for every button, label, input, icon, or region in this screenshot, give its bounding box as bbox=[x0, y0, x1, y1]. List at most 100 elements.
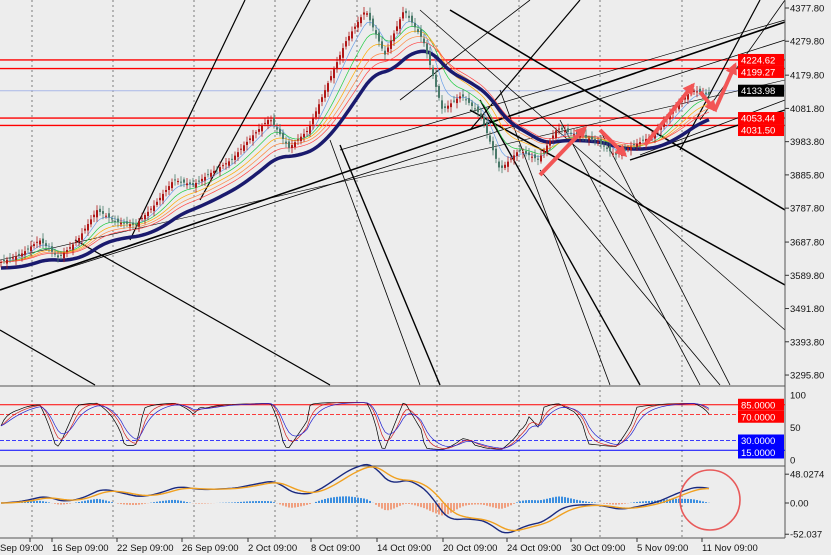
macd-histogram-bar bbox=[522, 500, 524, 503]
macd-histogram-bar bbox=[576, 499, 578, 503]
macd-histogram-bar bbox=[141, 503, 143, 505]
macd-histogram-bar bbox=[558, 496, 560, 503]
candle-body bbox=[72, 244, 74, 250]
candle-body bbox=[423, 38, 425, 44]
candle-body bbox=[126, 221, 128, 224]
macd-histogram-bar bbox=[456, 503, 458, 510]
macd-histogram-bar bbox=[603, 503, 605, 504]
candle-body bbox=[609, 146, 611, 152]
candle-body bbox=[396, 26, 398, 31]
macd-histogram-bar bbox=[120, 503, 122, 505]
candle-body bbox=[30, 246, 32, 252]
candle-body bbox=[696, 91, 698, 93]
macd-histogram-bar bbox=[636, 501, 638, 503]
time-tick: 20 Oct 09:00 bbox=[443, 543, 497, 554]
price-tick: 3295.80 bbox=[790, 371, 824, 382]
candle-body bbox=[15, 256, 17, 260]
candle-body bbox=[654, 133, 656, 139]
macd-histogram-bar bbox=[555, 496, 557, 503]
candle-body bbox=[375, 30, 377, 35]
candle-body bbox=[465, 99, 467, 101]
candle-body bbox=[612, 153, 614, 155]
time-tick: 22 Sep 09:00 bbox=[117, 543, 174, 554]
osc-level-tag bbox=[738, 446, 784, 459]
candle-body bbox=[138, 221, 140, 227]
macd-histogram-bar bbox=[261, 501, 263, 503]
macd-histogram-bar bbox=[399, 503, 401, 506]
candle-body bbox=[201, 178, 203, 182]
candle-body bbox=[345, 41, 347, 47]
candle-body bbox=[366, 13, 368, 15]
macd-histogram-bar bbox=[549, 498, 551, 503]
macd-histogram-bar bbox=[585, 501, 587, 503]
price-level-tag bbox=[738, 53, 784, 66]
macd-histogram-bar bbox=[255, 501, 257, 503]
macd-histogram-bar bbox=[504, 503, 506, 508]
time-tick: 26 Sep 09:00 bbox=[182, 543, 239, 554]
candle-body bbox=[591, 136, 593, 140]
macd-histogram-bar bbox=[537, 500, 539, 503]
candle-body bbox=[9, 258, 11, 260]
macd-histogram-bar bbox=[102, 499, 104, 503]
candle-body bbox=[66, 250, 68, 252]
candle-body bbox=[300, 136, 302, 142]
candle-body bbox=[291, 145, 293, 149]
macd-histogram-bar bbox=[561, 496, 563, 503]
macd-histogram-bar bbox=[480, 503, 482, 505]
candle-body bbox=[555, 130, 557, 139]
macd-histogram-bar bbox=[486, 503, 488, 506]
candle-body bbox=[372, 18, 374, 28]
macd-histogram-bar bbox=[468, 503, 470, 505]
macd-histogram-bar bbox=[93, 499, 95, 503]
candle-body bbox=[342, 48, 344, 58]
candle-body bbox=[81, 233, 83, 240]
oscillator-panel bbox=[0, 402, 785, 451]
candle-body bbox=[564, 130, 566, 133]
macd-histogram-bar bbox=[66, 503, 68, 505]
candle-body bbox=[111, 218, 113, 220]
candle-body bbox=[285, 141, 287, 144]
macd-histogram-bar bbox=[270, 501, 272, 503]
macd-histogram-bar bbox=[234, 502, 236, 503]
macd-histogram-bar bbox=[489, 503, 491, 507]
price-level-tag bbox=[738, 124, 784, 137]
macd-histogram-bar bbox=[615, 503, 617, 505]
macd-histogram-bar bbox=[573, 499, 575, 503]
candle-body bbox=[24, 251, 26, 255]
candle-body bbox=[57, 255, 59, 258]
macd-histogram-bar bbox=[243, 501, 245, 503]
price-level-value: 4133.98 bbox=[741, 86, 775, 97]
candle-body bbox=[63, 252, 65, 259]
macd-histogram-bar bbox=[237, 502, 239, 503]
macd-histogram-bar bbox=[90, 499, 92, 503]
macd-histogram-bar bbox=[123, 503, 125, 505]
macd-histogram-bar bbox=[606, 503, 608, 504]
candle-body bbox=[189, 182, 191, 185]
candle-body bbox=[411, 15, 413, 23]
candle-body bbox=[249, 138, 251, 141]
price-tick: 4279.80 bbox=[790, 37, 824, 48]
osc-tick: 100 bbox=[790, 391, 806, 402]
macd-histogram-bar bbox=[366, 499, 368, 503]
candle-body bbox=[417, 29, 419, 33]
macd-histogram-bar bbox=[417, 503, 419, 507]
macd-histogram-bar bbox=[690, 499, 692, 503]
price-tick: 3687.80 bbox=[790, 238, 824, 249]
candle-body bbox=[483, 116, 485, 125]
candle-body bbox=[264, 122, 266, 124]
osc-level-value: 15.0000 bbox=[741, 448, 775, 459]
candle-body bbox=[117, 218, 119, 223]
candle-body bbox=[444, 106, 446, 108]
candle-body bbox=[288, 141, 290, 148]
candle-body bbox=[0, 262, 2, 264]
candle-body bbox=[90, 219, 92, 225]
macd-histogram-bar bbox=[24, 501, 26, 503]
macd-histogram-bar bbox=[99, 499, 101, 503]
candle-body bbox=[480, 113, 482, 116]
candle-body bbox=[510, 158, 512, 160]
macd-histogram-bar bbox=[183, 501, 185, 503]
macd-histogram-bar bbox=[165, 500, 167, 503]
candle-body bbox=[453, 100, 455, 102]
price-axis: 4377.80 4279.80 4179.80 4081.80 3983.80 3885.… bbox=[785, 4, 824, 541]
